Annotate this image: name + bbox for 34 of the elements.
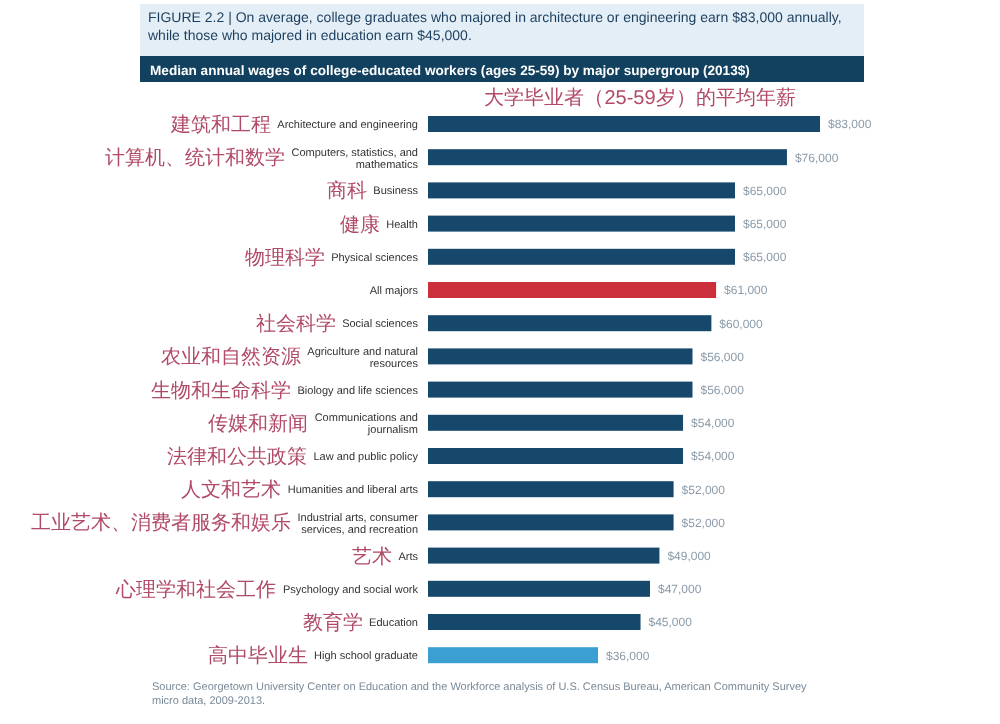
bar — [428, 282, 717, 298]
y2-tick-label: 物理科学 — [244, 245, 325, 270]
y2-tick-label: 农业和自然资源 — [160, 345, 301, 370]
bar — [428, 215, 735, 232]
y2-tick-label: 艺术 — [351, 544, 392, 569]
bar — [428, 614, 641, 630]
bar — [428, 348, 693, 365]
bar — [428, 116, 820, 132]
y2-tick-label: 传媒和新闻 — [207, 411, 308, 436]
bar — [428, 182, 735, 199]
annotation: 大学毕业者（25-59岁）的平均年薪 — [484, 86, 796, 110]
y2-tick-label: 计算机、统计和数学 — [104, 146, 285, 171]
bar — [428, 149, 787, 166]
bar — [428, 514, 674, 531]
y2-tick-label: 教育学 — [303, 611, 364, 635]
y2-tick-label: 社会科学 — [255, 312, 336, 337]
bar — [428, 381, 693, 398]
y2-tick-label: 健康 — [340, 212, 381, 237]
y2-tick-label: 法律和公共政策 — [166, 445, 307, 469]
bar — [428, 647, 599, 664]
y2-tick-label: 商科 — [326, 179, 367, 204]
y2-tick-label: 心理学和社会工作 — [114, 577, 277, 602]
y2-tick-label: 生物和生命科学 — [151, 378, 292, 403]
bar — [428, 414, 684, 431]
y2-tick-label: 建筑和工程 — [169, 113, 272, 137]
y2-tick-label: 高中毕业生 — [208, 644, 309, 669]
bar — [428, 315, 712, 332]
y2-tick-label: 工业艺术、消费者服务和娱乐 — [31, 511, 292, 536]
bar — [428, 248, 735, 265]
bar — [428, 580, 650, 597]
bar — [428, 481, 674, 498]
bar — [428, 547, 660, 564]
bar — [428, 448, 684, 464]
y2-tick-label: 人文和艺术 — [181, 478, 282, 503]
